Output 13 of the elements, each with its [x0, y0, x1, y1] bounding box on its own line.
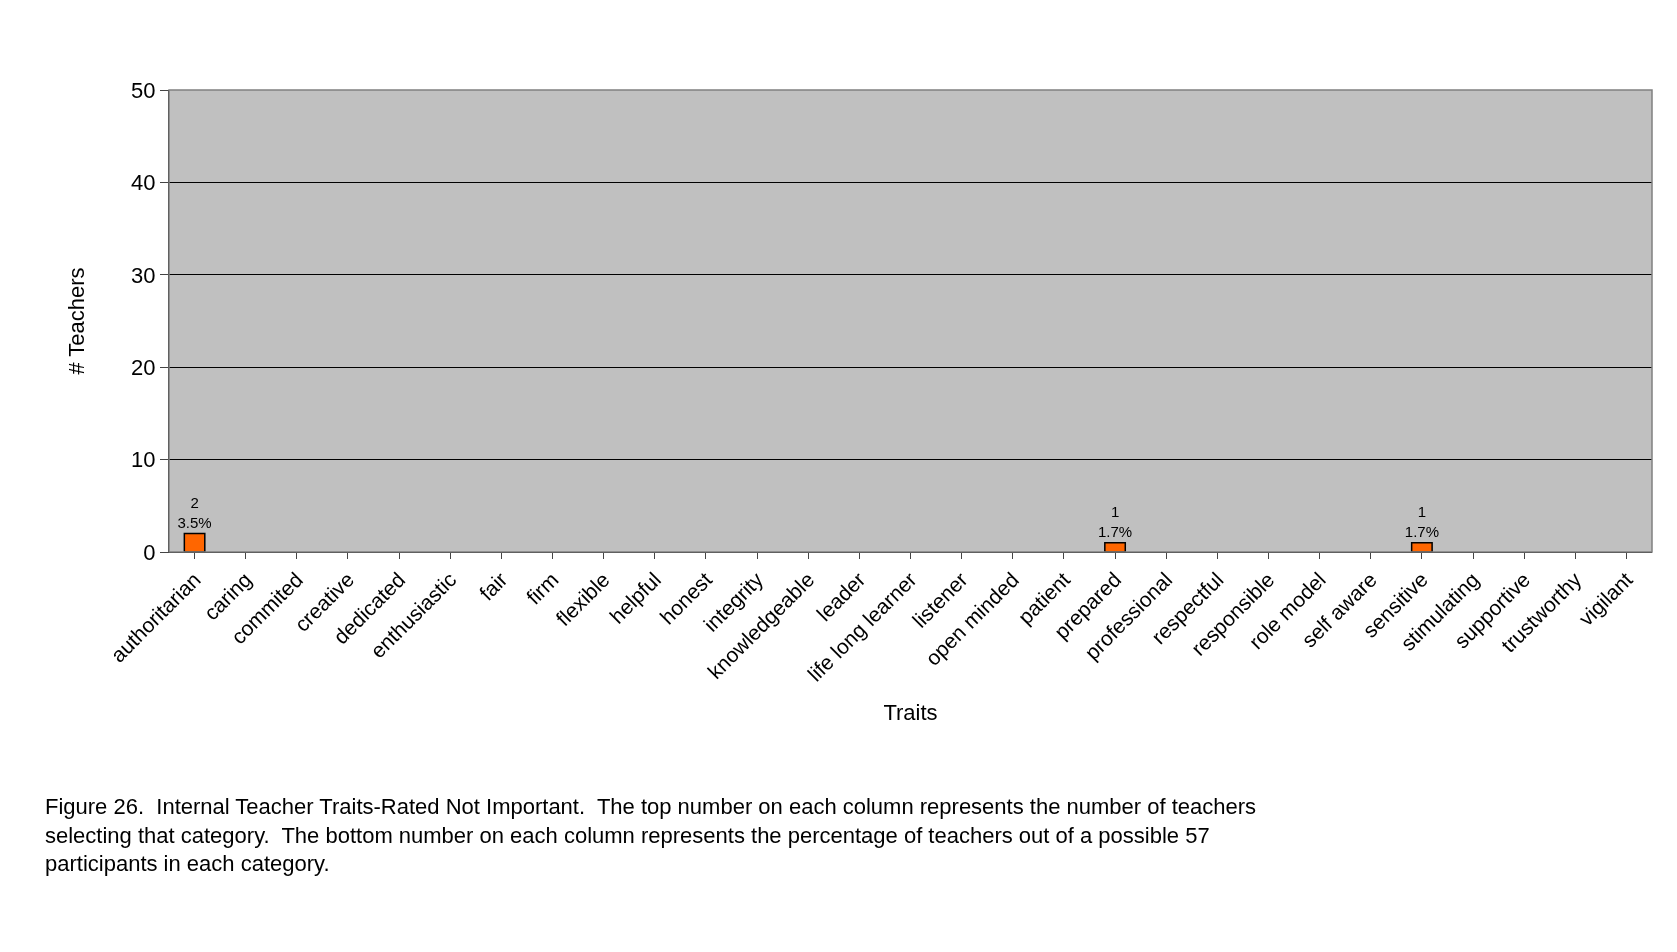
y-tick-label: 30: [131, 262, 156, 288]
caption: Figure 26. Internal Teacher Traits-Rated Not Important. The top number on each column represents the number of teachers selecting that category. The bottom number on each column represents the percentage of teachers out of a possible 57 participants in each category.: [45, 794, 1257, 877]
y-tick-label: 10: [131, 447, 156, 473]
data-label: 2 3.5%: [177, 494, 212, 531]
y-tick-label: 20: [131, 354, 156, 380]
y-tick-label: 40: [131, 170, 156, 196]
y-axis-title: # Teachers: [63, 267, 89, 375]
x-axis-title: Traits: [883, 700, 938, 726]
x-tick-label: fair: [474, 567, 512, 605]
y-tick-label: 50: [131, 77, 156, 103]
data-label: 1 1.7%: [1404, 503, 1439, 540]
y-tick-label: 0: [143, 539, 156, 565]
data-label: 1 1.7%: [1097, 503, 1133, 540]
